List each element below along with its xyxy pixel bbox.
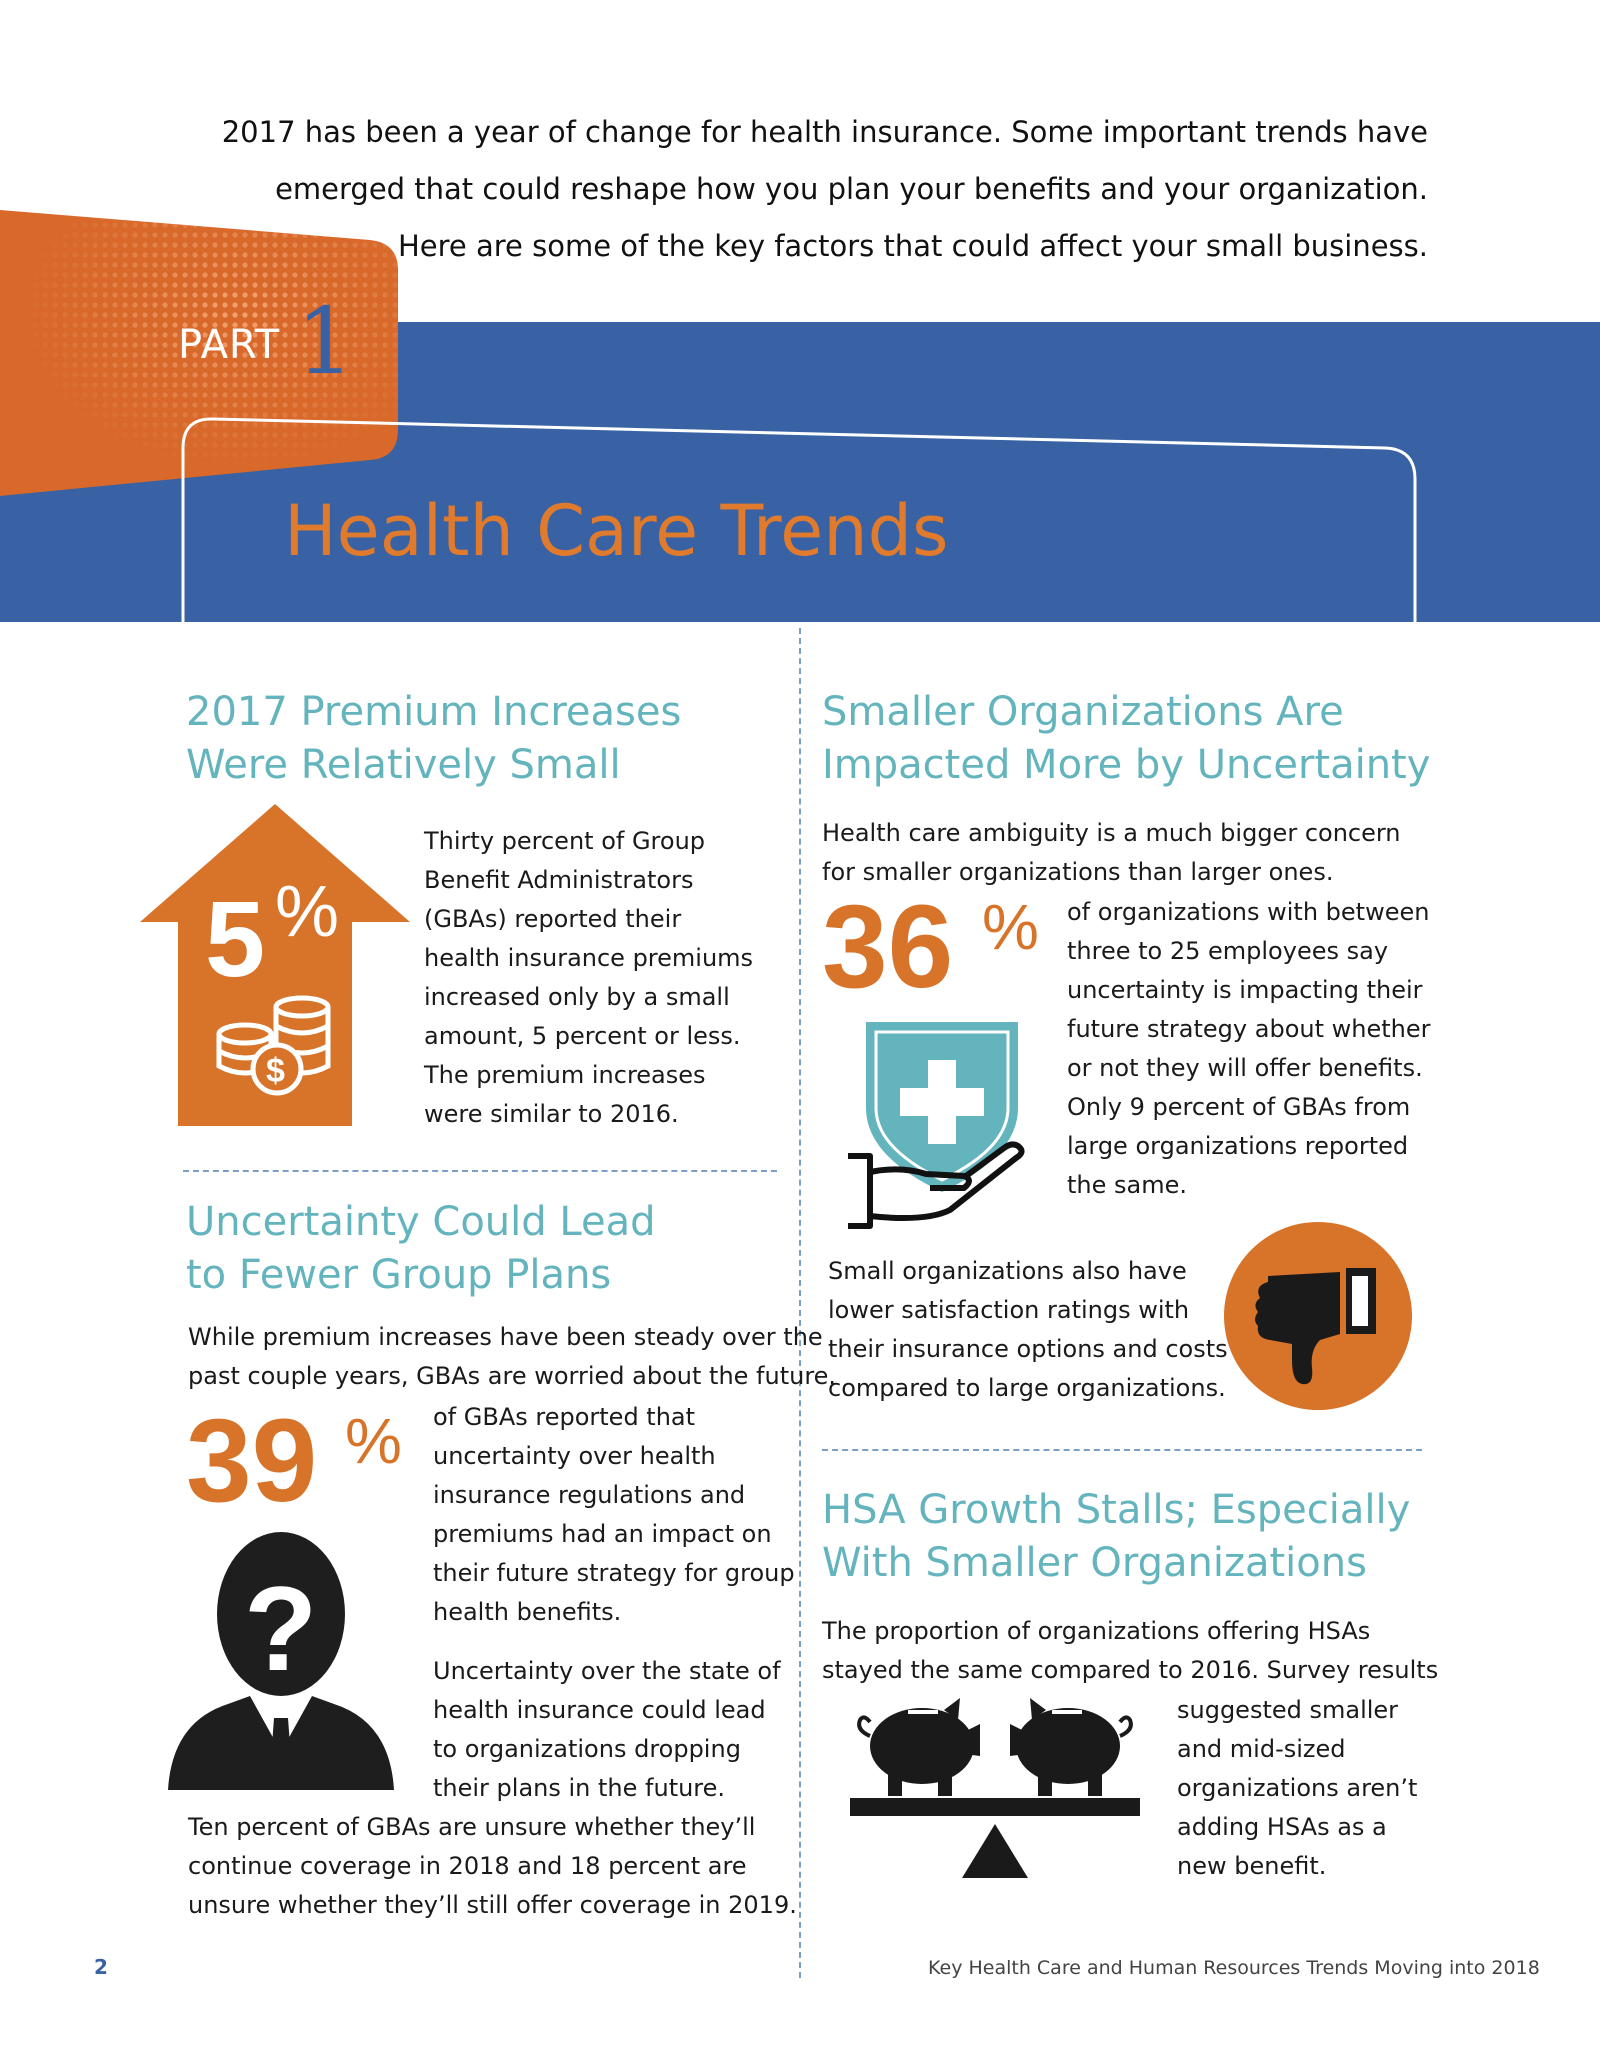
body-line: While premium increases have been steady… xyxy=(188,1323,823,1351)
title-frame xyxy=(181,417,1417,622)
body-line: health benefits. xyxy=(433,1598,622,1626)
body-line: large organizations reported xyxy=(1067,1132,1409,1160)
body-line: compared to large organizations. xyxy=(828,1374,1226,1402)
stat-36-symbol: % xyxy=(982,891,1039,963)
body-line: continue coverage in 2018 and 18 percent… xyxy=(188,1852,747,1880)
section3-stat-text: of organizations with between three to 2… xyxy=(1067,893,1430,1205)
page-number: 2 xyxy=(94,1955,108,1979)
part-number: 1 xyxy=(296,288,355,395)
heading-line: HSA Growth Stalls; Especially xyxy=(822,1487,1411,1533)
body-line: adding HSAs as a xyxy=(1177,1813,1387,1841)
body-line: (GBAs) reported their xyxy=(424,905,682,933)
heading-line: Smaller Organizations Are xyxy=(822,689,1344,735)
section-divider xyxy=(183,1170,777,1172)
part-tab-shape xyxy=(0,210,398,496)
part-label: PART xyxy=(178,322,281,368)
heading-line: Uncertainty Could Lead xyxy=(186,1199,656,1245)
body-line: uncertainty over health xyxy=(433,1442,716,1470)
body-line: The premium increases xyxy=(424,1061,706,1089)
body-line: of GBAs reported that xyxy=(433,1403,696,1431)
body-line: suggested smaller xyxy=(1177,1696,1399,1724)
body-line: Small organizations also have xyxy=(828,1257,1187,1285)
body-line: uncertainty is impacting their xyxy=(1067,976,1423,1004)
section3-intro: Health care ambiguity is a much bigger c… xyxy=(822,814,1401,892)
body-line: or not they will offer benefits. xyxy=(1067,1054,1423,1082)
body-line: health insurance premiums xyxy=(424,944,754,972)
intro-line: emerged that could reshape how you plan … xyxy=(275,172,1428,206)
section-heading-premiums: 2017 Premium Increases Were Relatively S… xyxy=(186,686,681,792)
body-line: of organizations with between xyxy=(1067,898,1430,926)
body-line: increased only by a small xyxy=(424,983,730,1011)
heading-line: 2017 Premium Increases xyxy=(186,689,682,735)
body-line: future strategy about whether xyxy=(1067,1015,1431,1043)
piggy-bank-seesaw-icon xyxy=(850,1698,1140,1878)
body-line: new benefit. xyxy=(1177,1852,1327,1880)
body-line: their insurance options and costs xyxy=(828,1335,1228,1363)
svg-text:?: ? xyxy=(244,1562,317,1696)
body-line: to organizations dropping xyxy=(433,1735,741,1763)
body-line: The proportion of organizations offering… xyxy=(822,1617,1371,1645)
section2-intro: While premium increases have been steady… xyxy=(188,1318,836,1396)
section2-para3: Ten percent of GBAs are unsure whether t… xyxy=(188,1808,797,1925)
section-heading-uncertainty: Uncertainty Could Lead to Fewer Group Pl… xyxy=(186,1196,655,1302)
page-title: Health Care Trends xyxy=(284,490,949,572)
section1-body: Thirty percent of Group Benefit Administ… xyxy=(424,822,753,1134)
section4-intro: The proportion of organizations offering… xyxy=(822,1612,1438,1690)
question-person-icon: ? xyxy=(168,1532,394,1790)
intro-line: 2017 has been a year of change for healt… xyxy=(221,115,1428,149)
body-line: Benefit Administrators xyxy=(424,866,694,894)
body-line: stayed the same compared to 2016. Survey… xyxy=(822,1656,1439,1684)
body-line: and mid-sized xyxy=(1177,1735,1346,1763)
body-line: Health care ambiguity is a much bigger c… xyxy=(822,819,1401,847)
body-line: Only 9 percent of GBAs from xyxy=(1067,1093,1411,1121)
body-line: lower satisfaction ratings with xyxy=(828,1296,1190,1324)
section-divider xyxy=(822,1449,1422,1451)
body-line: their future strategy for group xyxy=(433,1559,795,1587)
body-line: Uncertainty over the state of xyxy=(433,1657,781,1685)
body-line: their plans in the future. xyxy=(433,1774,726,1802)
intro-line: Here are some of the key factors that co… xyxy=(397,229,1428,263)
arrow-up-coins-icon: 5 % $ xyxy=(140,804,410,1126)
body-line: unsure whether they’ll still offer cover… xyxy=(188,1891,797,1919)
body-line: Ten percent of GBAs are unsure whether t… xyxy=(188,1813,756,1841)
body-line: Thirty percent of Group xyxy=(424,827,706,855)
svg-text:5: 5 xyxy=(205,878,265,999)
svg-text:%: % xyxy=(275,872,339,952)
footer-title: Key Health Care and Human Resources Tren… xyxy=(928,1957,1540,1979)
section-heading-smaller-orgs: Smaller Organizations Are Impacted More … xyxy=(822,686,1430,792)
body-line: health insurance could lead xyxy=(433,1696,766,1724)
body-line: premiums had an impact on xyxy=(433,1520,772,1548)
body-line: past couple years, GBAs are worried abou… xyxy=(188,1362,837,1390)
body-line: for smaller organizations than larger on… xyxy=(822,858,1334,886)
body-line: the same. xyxy=(1067,1171,1187,1199)
body-line: organizations aren’t xyxy=(1177,1774,1418,1802)
heading-line: Were Relatively Small xyxy=(186,742,621,788)
section3-para2: Small organizations also have lower sati… xyxy=(828,1252,1228,1408)
column-divider xyxy=(799,628,801,1978)
svg-text:$: $ xyxy=(266,1052,285,1090)
body-line: three to 25 employees say xyxy=(1067,937,1389,965)
section2-stat-text: of GBAs reported that uncertainty over h… xyxy=(433,1398,795,1632)
section4-body: suggested smaller and mid-sized organiza… xyxy=(1177,1691,1417,1886)
heading-line: Impacted More by Uncertainty xyxy=(822,742,1431,788)
heading-line: to Fewer Group Plans xyxy=(186,1252,612,1298)
heading-line: With Smaller Organizations xyxy=(822,1540,1367,1586)
stat-36-number: 36 xyxy=(822,881,954,1013)
shield-cross-hand-icon xyxy=(848,1022,1025,1229)
stat-39-number: 39 xyxy=(186,1395,318,1527)
body-line: were similar to 2016. xyxy=(424,1100,679,1128)
intro-paragraph: 2017 has been a year of change for healt… xyxy=(180,104,1428,275)
stat-39-symbol: % xyxy=(345,1405,402,1477)
thumbs-down-icon xyxy=(1224,1222,1412,1410)
body-line: amount, 5 percent or less. xyxy=(424,1022,741,1050)
body-line: insurance regulations and xyxy=(433,1481,746,1509)
section2-para2: Uncertainty over the state of health ins… xyxy=(433,1652,781,1808)
section-heading-hsa: HSA Growth Stalls; Especially With Small… xyxy=(822,1484,1410,1590)
